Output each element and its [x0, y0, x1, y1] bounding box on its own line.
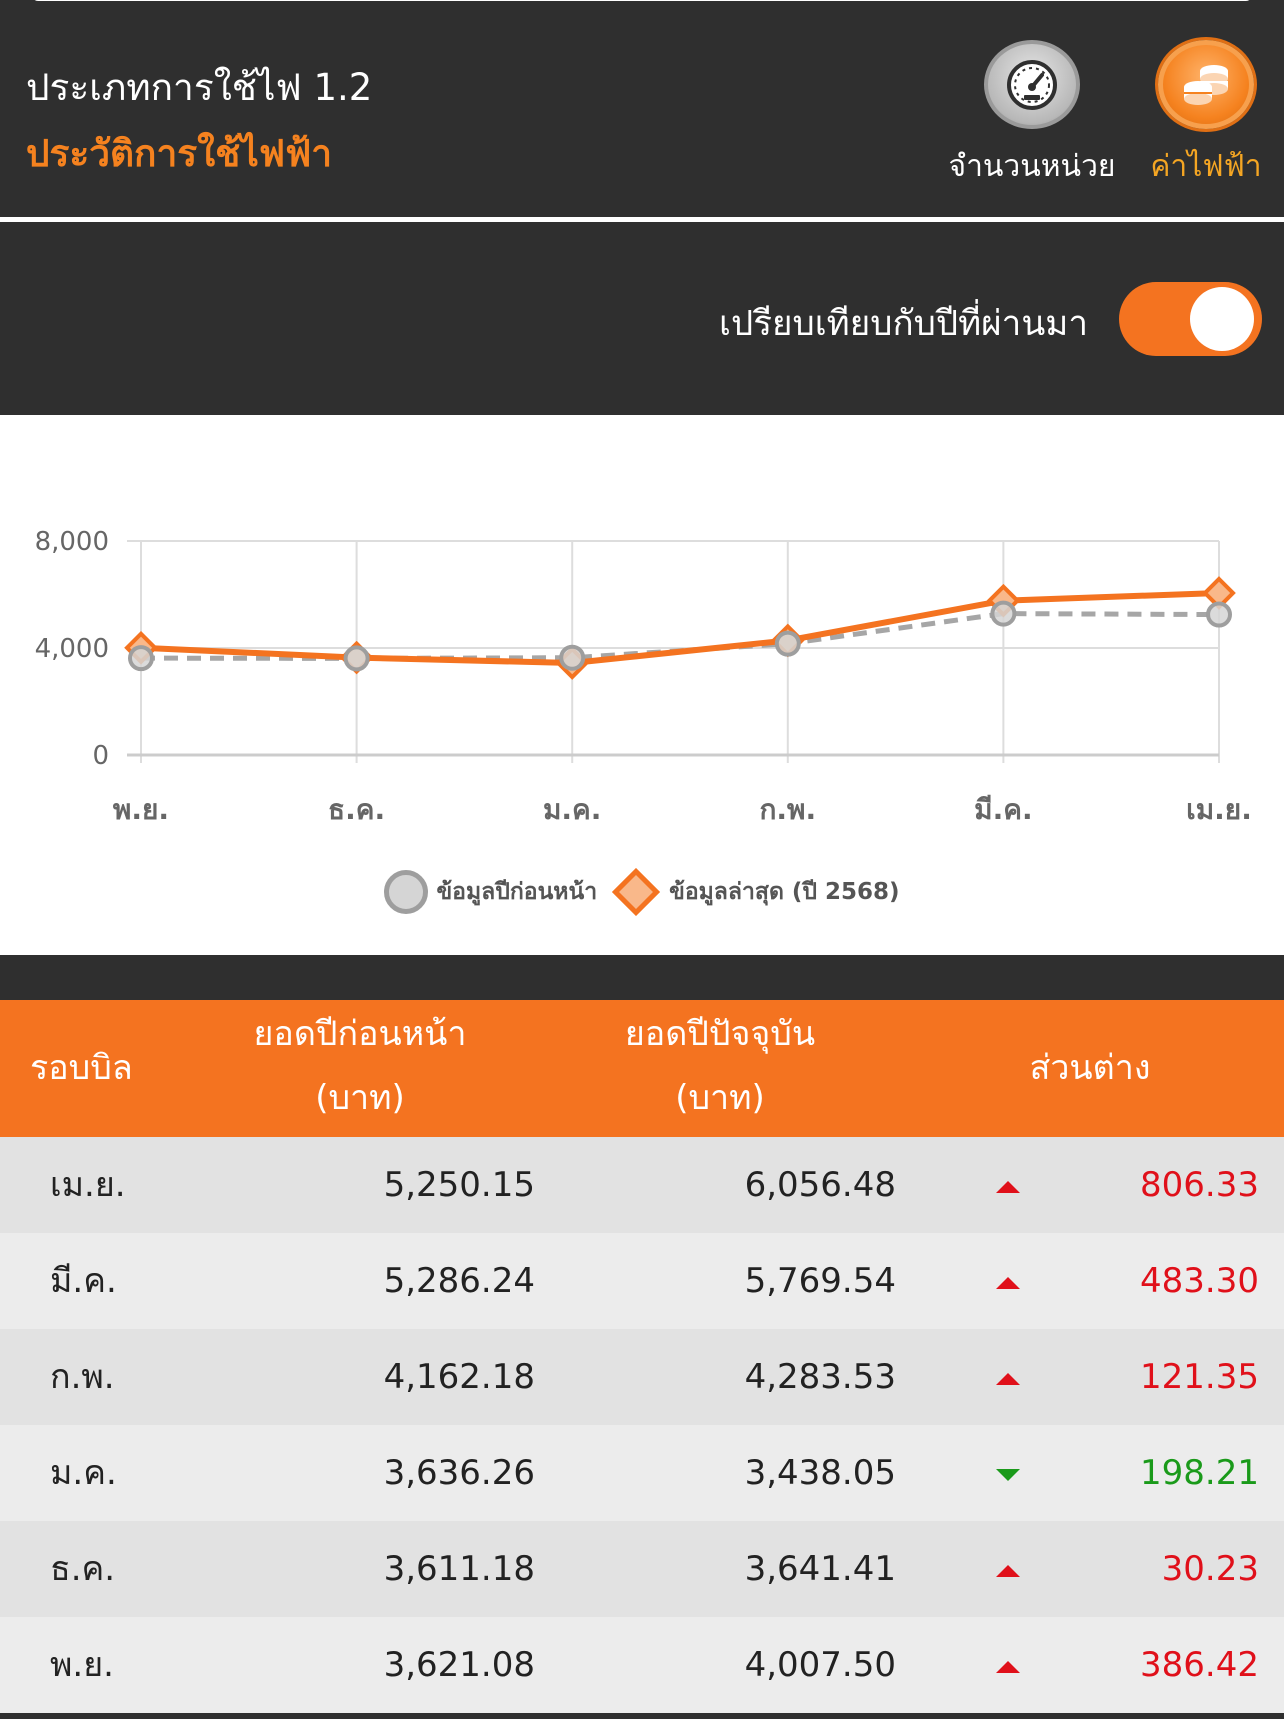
y-tick-label: 0 — [92, 741, 109, 771]
x-tick-label: ธ.ค. — [328, 793, 385, 826]
header-month: รอบบิล — [30, 1048, 133, 1088]
cell-prev-amount: 3,611.18 — [383, 1549, 535, 1589]
data-point-previous — [774, 630, 801, 657]
cell-prev-amount: 4,162.18 — [383, 1357, 535, 1397]
arrow-up-icon — [996, 1137, 1020, 1233]
cell-diff: 198.21 — [1140, 1453, 1259, 1493]
cell-prev-amount: 3,636.26 — [383, 1453, 535, 1493]
series-line-latest — [140, 589, 1220, 667]
x-tick-label: เม.ย. — [1186, 793, 1252, 826]
data-point-previous — [559, 644, 586, 671]
chart-svg: 0 4,000 8,000 พ.ย. ธ.ค. ม.ค. ก.พ. มี.ค. เม.ย. — [35, 527, 1252, 826]
header-curr-line1: ยอดปีปัจจุบัน — [624, 1014, 816, 1054]
gauge-icon — [984, 40, 1080, 129]
bottom-edge — [0, 1713, 1284, 1719]
app-header: ประเภทการใช้ไฟ 1.2 ประวัติการใช้ไฟฟ้า จำ… — [0, 0, 1284, 218]
y-tick-label: 4,000 — [35, 634, 109, 664]
legend-item-latest[interactable]: ข้อมูลล่าสุด (ปี 2568) — [611, 867, 900, 917]
table-body: เม.ย. 5,250.15 6,056.48 806.33 มี.ค. 5,286.24… — [0, 1137, 1284, 1713]
billing-table: รอบบิล ยอดปีก่อนหน้า (บาท) ยอดปีปัจจุบัน… — [0, 1000, 1284, 1713]
arrow-down-icon — [996, 1425, 1020, 1521]
cell-month: ธ.ค. — [50, 1549, 116, 1589]
legend-diamond-icon — [612, 867, 661, 917]
cell-month: เม.ย. — [50, 1165, 126, 1205]
cost-mode-button[interactable]: ค่าไฟฟ้า — [1116, 40, 1284, 190]
x-tick-label: มี.ค. — [974, 793, 1032, 826]
arrow-up-icon — [996, 1233, 1020, 1329]
units-mode-button[interactable]: จำนวนหน่วย — [942, 40, 1122, 190]
cell-diff: 30.23 — [1161, 1549, 1259, 1589]
data-point-previous — [1206, 601, 1232, 628]
data-point-previous — [343, 645, 370, 672]
cell-month: มี.ค. — [50, 1261, 117, 1301]
coins-icon — [1158, 40, 1254, 129]
legend-circle-icon — [384, 870, 429, 914]
compare-row: เปรียบเทียบกับปีที่ผ่านมา — [0, 222, 1284, 415]
usage-chart: 0 4,000 8,000 พ.ย. ธ.ค. ม.ค. ก.พ. มี.ค. เม.ย. ข้… — [0, 415, 1284, 955]
cell-curr-amount: 4,283.53 — [744, 1357, 896, 1397]
legend-item-previous[interactable]: ข้อมูลปีก่อนหน้า — [384, 870, 597, 914]
cell-prev-amount: 3,621.08 — [383, 1645, 535, 1685]
chart-legend: ข้อมูลปีก่อนหน้า ข้อมูลล่าสุด (ปี 2568) — [0, 862, 1284, 922]
arrow-up-icon — [996, 1521, 1020, 1617]
x-tick-label: ก.พ. — [759, 793, 816, 826]
units-mode-label: จำนวนหน่วย — [948, 149, 1116, 184]
data-point-previous — [990, 600, 1017, 627]
cell-diff: 483.30 — [1140, 1261, 1259, 1301]
header-prev-line2: (บาท) — [315, 1078, 405, 1118]
cell-month: พ.ย. — [50, 1645, 114, 1685]
y-tick-label: 8,000 — [35, 527, 109, 557]
cell-month: ก.พ. — [50, 1357, 115, 1397]
cell-diff: 386.42 — [1140, 1645, 1259, 1685]
table-row[interactable]: ก.พ. 4,162.18 4,283.53 121.35 — [0, 1329, 1284, 1425]
cell-diff: 121.35 — [1140, 1357, 1259, 1397]
cell-curr-amount: 5,769.54 — [744, 1261, 896, 1301]
table-row[interactable]: มี.ค. 5,286.24 5,769.54 483.30 — [0, 1233, 1284, 1329]
cell-month: ม.ค. — [50, 1453, 117, 1493]
table-row[interactable]: ธ.ค. 3,611.18 3,641.41 30.23 — [0, 1521, 1284, 1617]
table-row[interactable]: เม.ย. 5,250.15 6,056.48 806.33 — [0, 1137, 1284, 1233]
header-prev-line1: ยอดปีก่อนหน้า — [253, 1014, 467, 1054]
header-diff: ส่วนต่าง — [1029, 1048, 1151, 1088]
cost-mode-label: ค่าไฟฟ้า — [1150, 149, 1262, 184]
cell-diff: 806.33 — [1140, 1165, 1259, 1205]
data-point-previous — [128, 645, 154, 672]
cell-curr-amount: 3,641.41 — [744, 1549, 896, 1589]
x-tick-label: ม.ค. — [543, 793, 601, 826]
page-subtitle: ประวัติการใช้ไฟฟ้า — [26, 132, 333, 175]
cell-curr-amount: 4,007.50 — [744, 1645, 896, 1685]
cell-curr-amount: 6,056.48 — [744, 1165, 896, 1205]
cell-prev-amount: 5,250.15 — [383, 1165, 535, 1205]
compare-label: เปรียบเทียบกับปีที่ผ่านมา — [719, 304, 1088, 344]
header-curr-line2: (บาท) — [675, 1078, 765, 1118]
arrow-up-icon — [996, 1329, 1020, 1425]
legend-label-previous: ข้อมูลปีก่อนหน้า — [436, 879, 598, 905]
header-divider — [0, 217, 1284, 222]
compare-toggle[interactable] — [1119, 282, 1262, 356]
table-row[interactable]: ม.ค. 3,636.26 3,438.05 198.21 — [0, 1425, 1284, 1521]
page-title: ประเภทการใช้ไฟ 1.2 — [26, 66, 373, 109]
cell-curr-amount: 3,438.05 — [744, 1453, 896, 1493]
table-header: รอบบิล ยอดปีก่อนหน้า (บาท) ยอดปีปัจจุบัน… — [0, 1000, 1284, 1137]
section-gap — [0, 955, 1284, 1000]
x-tick-label: พ.ย. — [113, 793, 169, 826]
arrow-up-icon — [996, 1617, 1020, 1713]
toggle-knob — [1190, 287, 1254, 351]
legend-label-latest: ข้อมูลล่าสุด (ปี 2568) — [669, 879, 900, 905]
cell-prev-amount: 5,286.24 — [383, 1261, 535, 1301]
table-row[interactable]: พ.ย. 3,621.08 4,007.50 386.42 — [0, 1617, 1284, 1713]
top-sheet-edge — [0, 0, 1284, 6]
